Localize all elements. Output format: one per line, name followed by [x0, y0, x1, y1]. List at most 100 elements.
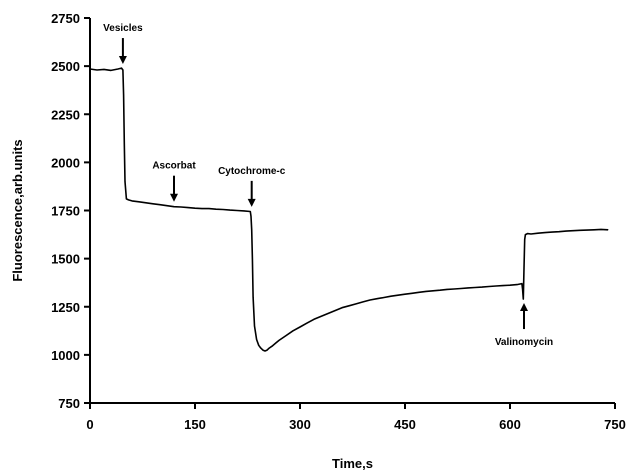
arrow-ascorbat-head [170, 193, 178, 202]
data-point [187, 207, 189, 209]
y-axis-label: Fluorescence,arb.units [10, 139, 25, 281]
data-point [243, 210, 245, 212]
x-axis-label: Time,s [332, 456, 373, 471]
annotation-label-cytochrome-c: Cytochrome-c [218, 166, 286, 177]
data-point [334, 310, 336, 312]
data-point [262, 349, 264, 351]
data-point [313, 318, 315, 320]
data-point [558, 231, 560, 233]
y-tick-label: 2500 [51, 59, 80, 74]
y-tick-label: 750 [58, 396, 80, 411]
data-point [495, 285, 497, 287]
data-point [201, 208, 203, 210]
data-point [572, 230, 574, 232]
data-point [292, 330, 294, 332]
data-point [194, 207, 196, 209]
data-point [254, 325, 255, 327]
arrow-cytochrome-c-head [247, 198, 256, 207]
annotations: Vesicles Ascorbat Cytochrome-c Valinomycin [103, 23, 553, 348]
data-point [341, 307, 343, 309]
data-point [411, 292, 413, 294]
y-tick-label: 1750 [51, 204, 80, 219]
data-point [453, 288, 455, 290]
data-point [524, 234, 526, 236]
annotation-cytochrome-c: Cytochrome-c [218, 166, 286, 207]
data-point [425, 290, 427, 292]
data-point [522, 298, 524, 300]
data-point [348, 305, 350, 307]
data-point [125, 198, 127, 200]
data-point [369, 299, 371, 301]
y-tick-label: 2000 [51, 155, 80, 170]
data-point [159, 204, 161, 206]
data-point [516, 284, 518, 286]
y-tick-label: 1500 [51, 252, 80, 267]
data-point [271, 345, 273, 347]
data-point [256, 338, 258, 340]
data-point [467, 287, 469, 289]
data-point [404, 293, 406, 295]
data-point [121, 67, 122, 69]
data-point [481, 286, 483, 288]
x-tick-label: 600 [499, 417, 521, 432]
data-point [383, 297, 385, 299]
data-point [397, 294, 399, 296]
data-point [474, 287, 476, 288]
x-tick-label: 150 [184, 417, 206, 432]
data-point [96, 69, 98, 71]
x-tick-label: 300 [289, 417, 311, 432]
data-point [488, 286, 490, 288]
data-point [138, 201, 140, 203]
data-point [222, 209, 224, 211]
data-point [320, 315, 322, 317]
x-tick-label: 450 [394, 417, 416, 432]
data-point [593, 229, 595, 231]
data-point [390, 295, 392, 297]
arrow-vesicles-head [118, 56, 127, 65]
data-point [258, 344, 260, 346]
data-point [537, 232, 539, 234]
annotation-label-valinomycin: Valinomycin [495, 337, 553, 348]
data-point [208, 208, 210, 210]
data-point [166, 205, 168, 207]
data-point [446, 288, 448, 290]
tick-marks [84, 17, 616, 409]
data-point [131, 200, 133, 202]
data-point [607, 229, 609, 231]
data-point [251, 229, 253, 231]
y-tick-label: 1250 [51, 300, 80, 315]
data-point [530, 233, 532, 235]
data-point [236, 210, 238, 211]
data-point [275, 342, 276, 344]
data-point [327, 312, 329, 314]
data-point [460, 287, 462, 289]
y-tick-label: 2750 [51, 11, 80, 26]
data-point [579, 229, 581, 231]
data-point [278, 339, 280, 341]
x-tick-label: 750 [604, 417, 626, 432]
data-point [523, 267, 525, 269]
data-point [266, 349, 268, 351]
data-point [123, 94, 125, 96]
data-point [362, 301, 364, 303]
data-point [89, 68, 91, 70]
series-line-0 [89, 67, 609, 352]
annotation-label-vesicles: Vesicles [103, 23, 143, 34]
data-point [285, 335, 287, 337]
y-tick-label: 1000 [51, 348, 80, 363]
data-point [432, 290, 434, 292]
data-point [355, 303, 357, 305]
annotation-valinomycin: Valinomycin [495, 303, 553, 348]
data-point [152, 203, 154, 205]
x-tick-label: 0 [86, 417, 93, 432]
data-point [306, 322, 308, 324]
data-point [215, 208, 217, 210]
data-point [103, 68, 105, 70]
data-point [299, 326, 301, 328]
data-point [260, 347, 262, 349]
data-point [124, 181, 126, 183]
data-point [251, 258, 253, 260]
series-group [89, 67, 609, 352]
data-point [252, 296, 254, 298]
